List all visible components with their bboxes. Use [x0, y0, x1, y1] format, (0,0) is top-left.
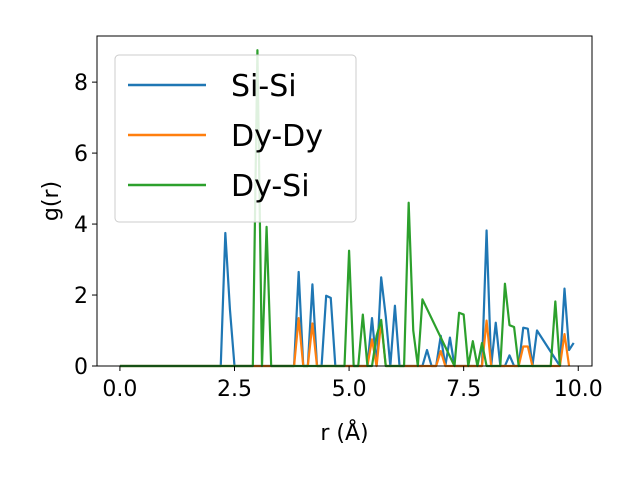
legend-label: Dy-Si — [231, 169, 310, 204]
x-tick-label: 0.0 — [102, 377, 137, 402]
y-tick-label: 8 — [74, 71, 88, 96]
series-line-dy-dy — [119, 317, 571, 368]
y-tick-label: 0 — [74, 355, 88, 380]
x-tick-label: 10.0 — [554, 377, 603, 402]
y-tick-label: 4 — [74, 213, 88, 238]
plot-frame — [96, 35, 593, 367]
y-tick-label: 2 — [74, 284, 88, 309]
legend-label: Si-Si — [231, 69, 297, 104]
x-tick-label: 5.0 — [332, 377, 367, 402]
x-axis-ticks: 0.0 2.5 5.0 7.5 10.0 — [102, 366, 603, 402]
x-tick-label: 7.5 — [446, 377, 481, 402]
y-axis-label: g(r) — [39, 181, 64, 221]
x-tick-label: 2.5 — [217, 377, 252, 402]
legend: Si-Si Dy-Dy Dy-Si — [114, 54, 357, 223]
x-axis-label: r (Å) — [320, 419, 368, 446]
legend-box — [114, 54, 357, 223]
y-axis-ticks: 0 2 4 6 8 — [74, 71, 97, 380]
y-tick-label: 6 — [74, 142, 88, 167]
legend-label: Dy-Dy — [231, 119, 323, 154]
